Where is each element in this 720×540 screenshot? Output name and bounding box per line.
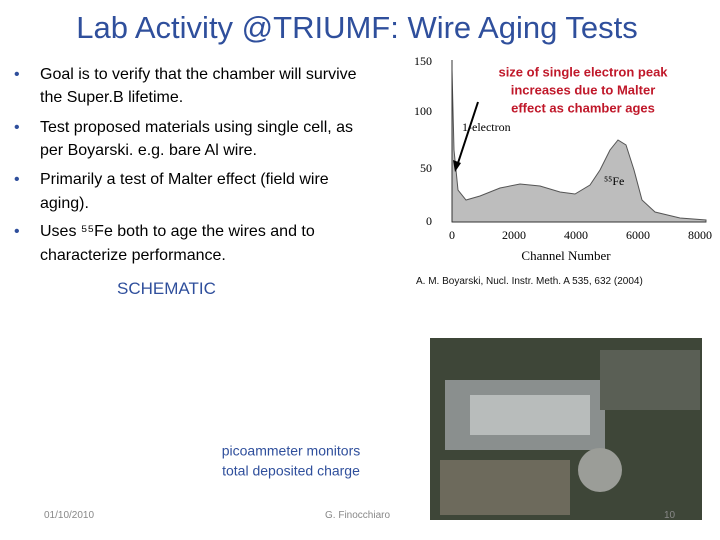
bullet-text: characterize performance. [40,247,226,264]
bullet-dot: • [14,223,20,240]
slide-title: Lab Activity @TRIUMF: Wire Aging Tests [76,10,638,45]
photo-equipment [600,350,700,410]
x-tick-label: 4000 [564,228,588,242]
callout: effect as chamber ages [511,100,655,115]
callout: increases due to Malter [511,82,656,97]
peak-label: 1-electron [462,120,511,134]
y-tick-label: 150 [414,54,432,68]
bullet-text: Primarily a test of Malter effect (field… [40,171,329,188]
x-tick-label: 6000 [626,228,650,242]
source-label: ⁵⁵Fe [604,174,624,188]
footer-date: 01/10/2010 [44,510,95,521]
footer-page: 10 [664,510,676,521]
x-tick-label: 2000 [502,228,526,242]
photo-spool [578,448,622,492]
arrow [456,101,479,167]
schematic-label: SCHEMATIC [117,279,216,298]
photo-cell [470,395,590,435]
y-tick-label: 100 [414,104,432,118]
bullet-text: Uses ⁵⁵Fe both to age the wires and to [40,223,315,240]
bullet-dot: • [14,171,20,188]
bullet-text: Test proposed materials using single cel… [40,119,354,136]
photo-caption: picoammeter monitors [222,443,361,459]
bullet-text: Goal is to verify that the chamber will … [40,66,357,83]
bullet-text: per Boyarski. e.g. bare Al wire. [40,142,257,159]
x-axis-label: Channel Number [521,248,611,263]
x-tick-label: 8000 [688,228,712,242]
arrow-head [453,160,461,172]
callout: size of single electron peak [498,64,668,79]
x-tick-label: 0 [449,228,455,242]
citation: A. M. Boyarski, Nucl. Instr. Meth. A 535… [416,276,643,287]
bullet-text: the Super.B lifetime. [40,89,184,106]
spectrum [451,69,707,223]
bullet-dot: • [14,119,20,136]
y-tick-label: 0 [426,214,432,228]
footer-author: G. Finocchiaro [325,510,391,521]
photo-caption: total deposited charge [222,463,360,479]
photo-table [440,460,570,515]
y-tick-label: 50 [420,161,432,175]
bullet-text: aging). [40,195,89,212]
bullet-dot: • [14,66,20,83]
